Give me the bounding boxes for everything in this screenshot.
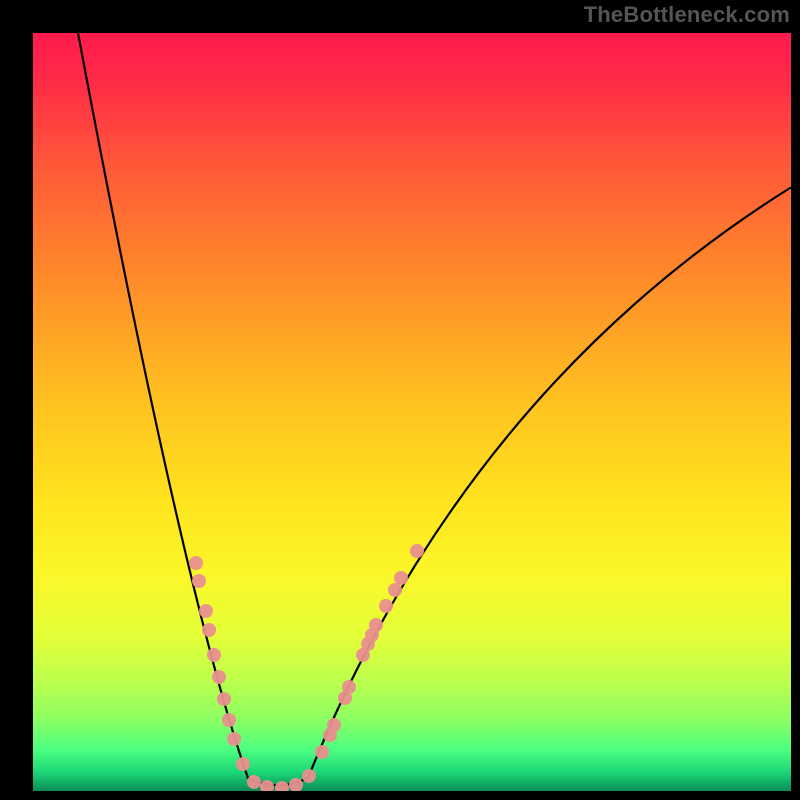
plot-area bbox=[33, 33, 791, 791]
marker-point bbox=[192, 574, 206, 588]
marker-point bbox=[327, 718, 341, 732]
marker-point bbox=[302, 769, 316, 783]
canvas: TheBottleneck.com bbox=[0, 0, 800, 800]
marker-point bbox=[189, 556, 203, 570]
marker-point bbox=[369, 618, 383, 632]
marker-point bbox=[388, 583, 402, 597]
plot-svg bbox=[33, 33, 791, 791]
watermark-text: TheBottleneck.com bbox=[584, 2, 790, 28]
marker-point bbox=[247, 775, 261, 789]
marker-point bbox=[202, 623, 216, 637]
marker-point bbox=[236, 757, 250, 771]
gradient-background bbox=[33, 33, 791, 791]
marker-point bbox=[394, 571, 408, 585]
marker-point bbox=[379, 599, 393, 613]
marker-point bbox=[207, 648, 221, 662]
marker-point bbox=[227, 732, 241, 746]
marker-point bbox=[222, 713, 236, 727]
marker-point bbox=[199, 604, 213, 618]
marker-point bbox=[410, 544, 424, 558]
marker-point bbox=[217, 692, 231, 706]
marker-point bbox=[342, 680, 356, 694]
marker-point bbox=[315, 745, 329, 759]
marker-point bbox=[212, 670, 226, 684]
